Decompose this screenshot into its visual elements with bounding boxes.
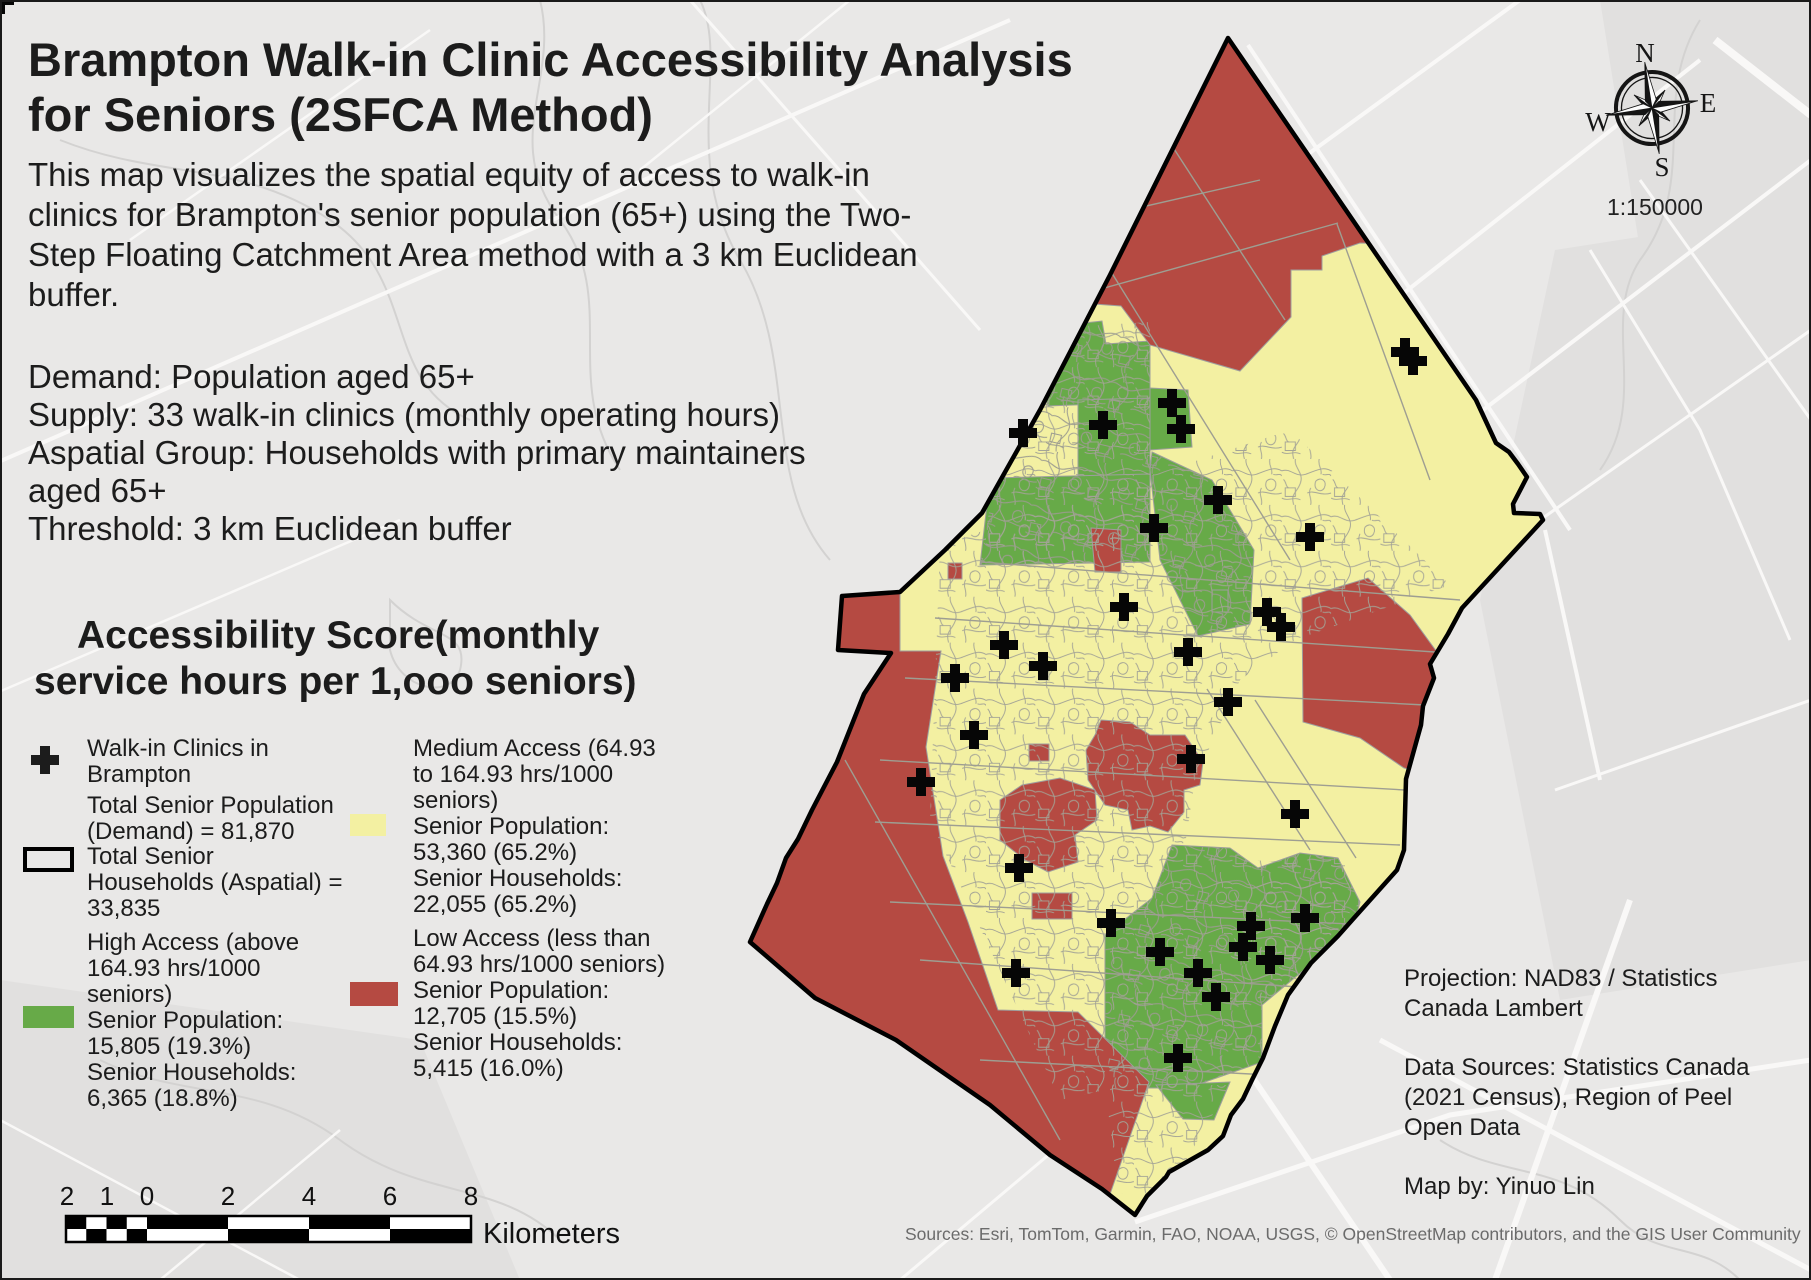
svg-text:Projection: NAD83 / Statistics: Projection: NAD83 / Statistics (1404, 965, 1717, 992)
svg-text:buffer.: buffer. (28, 276, 119, 313)
svg-text:Supply: 33 walk-in clinics (mo: Supply: 33 walk-in clinics (monthly oper… (28, 396, 780, 433)
svg-text:Walk-in Clinics in: Walk-in Clinics in (87, 735, 269, 762)
svg-text:Total Senior Population: Total Senior Population (87, 792, 334, 819)
svg-text:15,805 (19.3%): 15,805 (19.3%) (87, 1033, 251, 1060)
svg-text:Brampton Walk-in Clinic Access: Brampton Walk-in Clinic Accessibility An… (28, 33, 1073, 86)
svg-text:seniors): seniors) (87, 981, 172, 1008)
svg-text:S: S (1654, 152, 1669, 182)
svg-text:Senior Population:: Senior Population: (87, 1007, 283, 1034)
svg-text:53,360 (65.2%): 53,360 (65.2%) (413, 839, 577, 866)
svg-text:Open Data: Open Data (1404, 1114, 1521, 1141)
svg-text:Senior Population:: Senior Population: (413, 977, 609, 1004)
svg-text:164.93 hrs/1000: 164.93 hrs/1000 (87, 955, 260, 982)
svg-text:2: 2 (60, 1181, 74, 1211)
svg-text:clinics for Brampton's senior: clinics for Brampton's senior population… (28, 196, 911, 233)
svg-text:Step Floating Catchment Area m: Step Floating Catchment Area method with… (28, 236, 918, 273)
svg-text:2: 2 (221, 1181, 235, 1211)
svg-text:1: 1 (100, 1181, 114, 1211)
svg-text:Map by: Yinuo Lin: Map by: Yinuo Lin (1404, 1173, 1595, 1200)
svg-text:1:150000: 1:150000 (1607, 194, 1703, 220)
svg-text:Aspatial Group: Households wit: Aspatial Group: Households with primary … (28, 434, 806, 471)
svg-text:Sources: Esri, TomTom, Garmin,: Sources: Esri, TomTom, Garmin, FAO, NOAA… (905, 1224, 1801, 1244)
svg-text:High Access (above: High Access (above (87, 929, 299, 956)
svg-text:Total Senior: Total Senior (87, 843, 214, 870)
svg-text:Canada Lambert: Canada Lambert (1404, 995, 1583, 1022)
svg-text:12,705 (15.5%): 12,705 (15.5%) (413, 1003, 577, 1030)
svg-text:to 164.93 hrs/1000: to 164.93 hrs/1000 (413, 761, 613, 788)
svg-text:seniors): seniors) (413, 787, 498, 814)
svg-text:Medium Access (64.93: Medium Access (64.93 (413, 735, 656, 762)
svg-text:Low Access (less than: Low Access (less than (413, 925, 650, 952)
svg-text:aged 65+: aged 65+ (28, 472, 167, 509)
svg-text:6,365 (18.8%): 6,365 (18.8%) (87, 1085, 238, 1112)
svg-text:W: W (1585, 107, 1611, 137)
svg-text:6: 6 (383, 1181, 397, 1211)
svg-text:Kilometers: Kilometers (483, 1218, 620, 1250)
svg-text:Senior Households:: Senior Households: (413, 865, 622, 892)
svg-text:E: E (1700, 88, 1717, 118)
svg-text:for Seniors (2SFCA Method): for Seniors (2SFCA Method) (28, 88, 653, 141)
svg-text:5,415 (16.0%): 5,415 (16.0%) (413, 1055, 564, 1082)
svg-text:Demand: Population aged 65+: Demand: Population aged 65+ (28, 358, 475, 395)
svg-text:64.93 hrs/1000 seniors): 64.93 hrs/1000 seniors) (413, 951, 665, 978)
svg-text:4: 4 (302, 1181, 316, 1211)
svg-text:Brampton: Brampton (87, 761, 191, 788)
svg-text:(2021 Census), Region of Peel: (2021 Census), Region of Peel (1404, 1084, 1732, 1111)
svg-text:(Demand) = 81,870: (Demand) = 81,870 (87, 818, 294, 845)
svg-text:Threshold: 3 km Euclidean buff: Threshold: 3 km Euclidean buffer (28, 510, 512, 547)
svg-text:Senior Population:: Senior Population: (413, 813, 609, 840)
svg-text:22,055 (65.2%): 22,055 (65.2%) (413, 891, 577, 918)
svg-text:Senior Households:: Senior Households: (413, 1029, 622, 1056)
svg-text:Households (Aspatial) =: Households (Aspatial) = (87, 869, 342, 896)
svg-text:33,835: 33,835 (87, 895, 160, 922)
svg-text:Senior Households:: Senior Households: (87, 1059, 296, 1086)
svg-text:0: 0 (140, 1181, 154, 1211)
svg-text:Accessibility Score(monthly: Accessibility Score(monthly (77, 614, 600, 657)
svg-text:N: N (1635, 38, 1655, 68)
svg-text:service hours per 1,ooo senior: service hours per 1,ooo seniors) (34, 660, 637, 703)
svg-text:8: 8 (464, 1181, 478, 1211)
svg-text:Data Sources: Statistics Canad: Data Sources: Statistics Canada (1404, 1054, 1750, 1081)
svg-text:This map visualizes the spatia: This map visualizes the spatial equity o… (28, 156, 870, 193)
